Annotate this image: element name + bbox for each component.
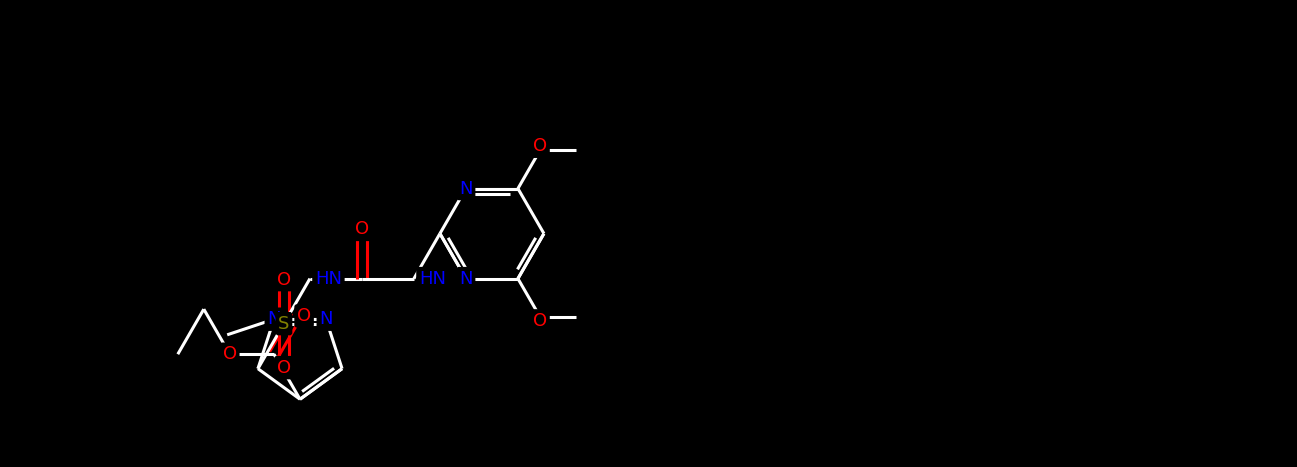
Text: O: O <box>276 359 291 377</box>
Text: HN: HN <box>315 269 342 288</box>
Text: N: N <box>267 310 280 328</box>
Text: HN: HN <box>419 269 446 288</box>
Text: O: O <box>355 220 368 239</box>
Text: N: N <box>319 310 333 328</box>
Text: O: O <box>223 345 237 363</box>
Text: O: O <box>276 271 291 289</box>
Text: O: O <box>533 137 547 155</box>
Text: S: S <box>279 315 289 333</box>
Text: N: N <box>459 269 472 288</box>
Text: O: O <box>297 307 311 325</box>
Text: N: N <box>459 179 472 198</box>
Text: O: O <box>533 312 547 330</box>
